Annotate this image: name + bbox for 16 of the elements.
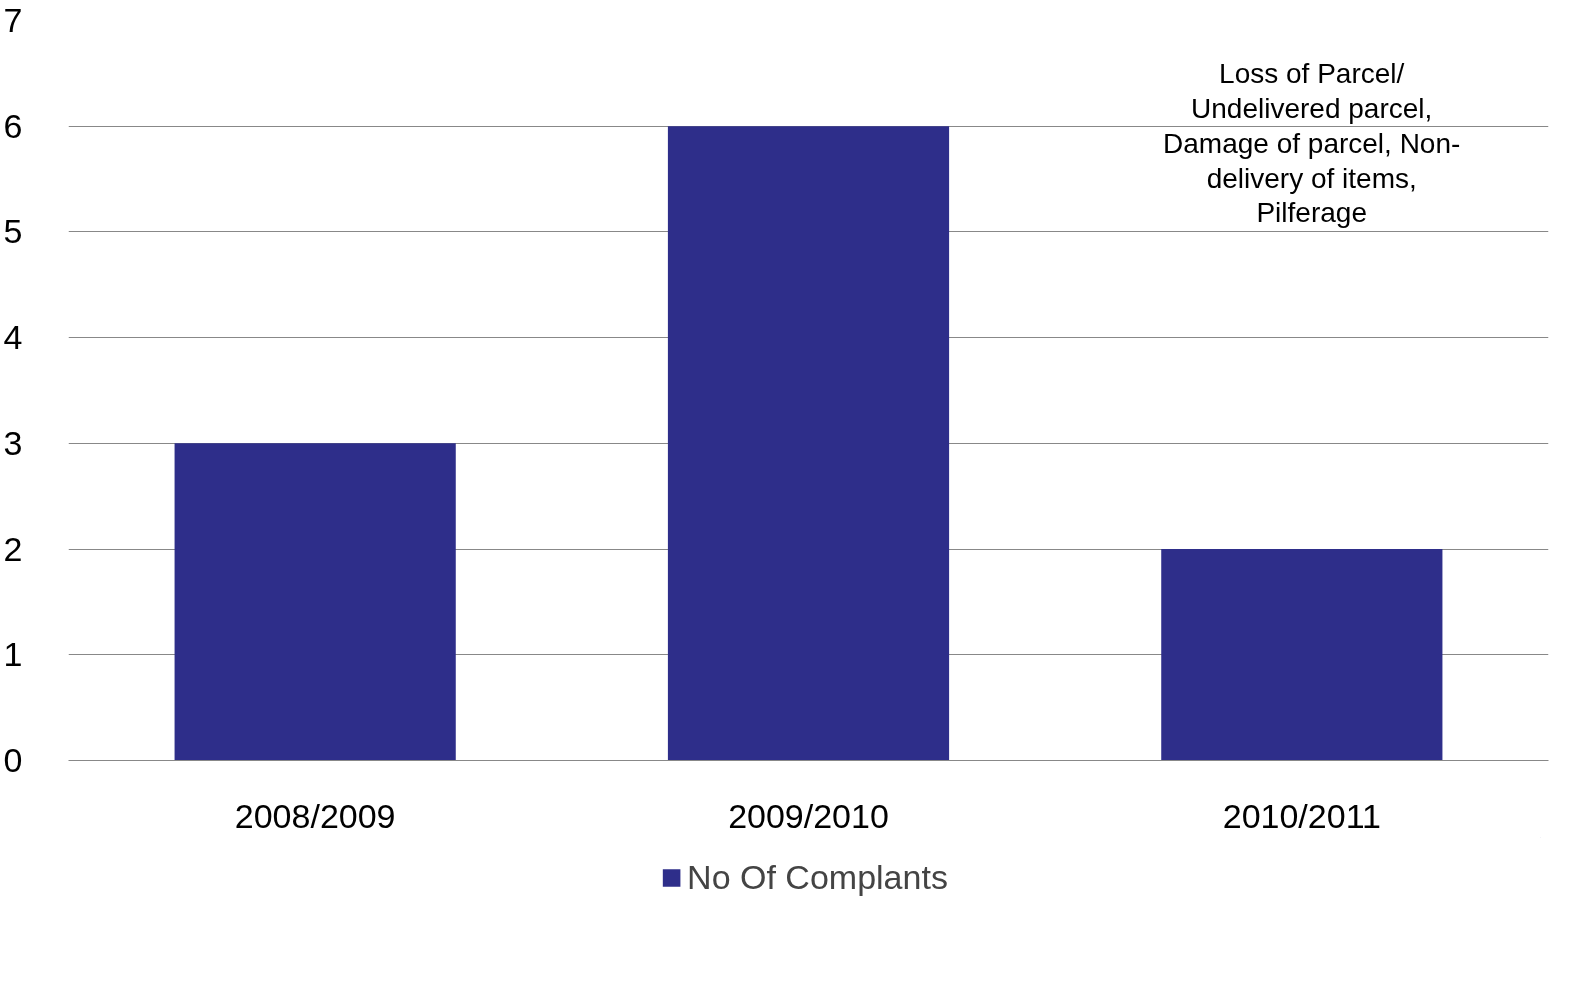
annotation: Loss of Parcel/ Undelivered parcel, Damage of parcel, Non-delivery of items, Pilferage <box>1163 57 1461 229</box>
bar <box>1161 549 1443 761</box>
y-tick-label: 3 <box>3 423 23 462</box>
legend-label: No Of Complants <box>687 857 948 897</box>
bar <box>667 126 950 761</box>
y-tick-label: 7 <box>3 1 23 39</box>
bar <box>174 443 456 761</box>
x-tick-label: 2009/2010 <box>728 796 889 835</box>
y-tick-label: 5 <box>3 212 23 251</box>
y-tick-label: 6 <box>3 106 23 145</box>
y-tick-label: 1 <box>3 635 23 674</box>
y-tick-label: 4 <box>3 318 23 357</box>
y-tick-label: 2 <box>3 529 23 568</box>
x-tick-label: 2010/2011 <box>1222 796 1381 835</box>
y-tick-label: 0 <box>3 741 23 779</box>
x-tick-label: 2008/2009 <box>234 796 396 835</box>
